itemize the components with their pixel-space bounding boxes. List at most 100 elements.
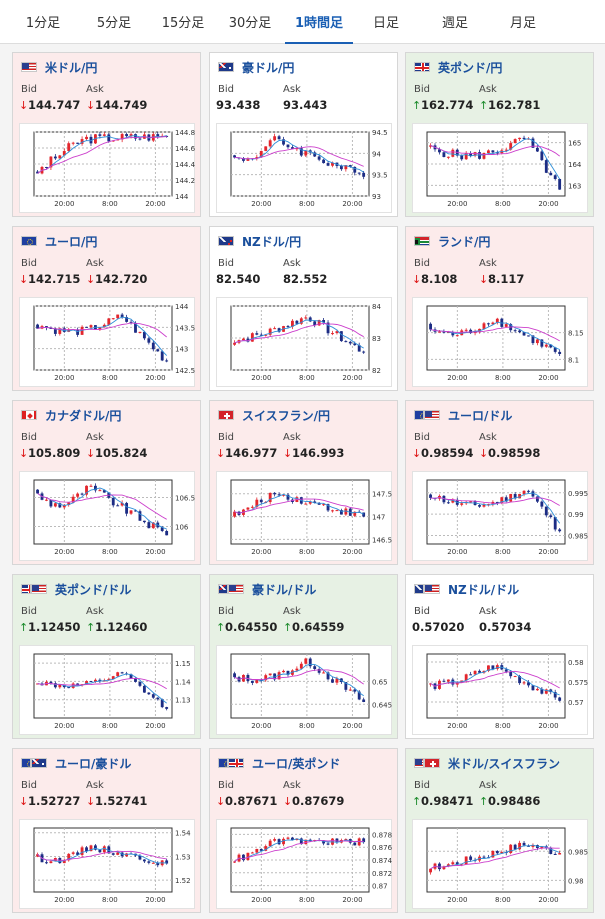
rate-card[interactable]: ユーロ/豪ドル Bid Ask ↓1.52727 ↓1.52741 1.54 1.53 1.5… <box>12 748 201 913</box>
pair-name-link[interactable]: 豪ドル/円 <box>242 60 295 75</box>
tab-1hour[interactable]: 1時間足 <box>285 0 353 44</box>
candle-bearish <box>317 668 321 673</box>
rate-card[interactable]: ユーロ/円 Bid Ask ↓142.715 ↓142.720 144 143.5 143 14… <box>12 226 201 391</box>
pair-name-link[interactable]: 英ポンド/ドル <box>55 582 132 597</box>
tab-monthly[interactable]: 月足 <box>509 16 536 31</box>
rate-card[interactable]: ユーロ/英ポンド Bid Ask ↓0.87671 ↓0.87679 0.878 0.876… <box>209 748 398 913</box>
mini-candlestick-chart[interactable]: 0.878 0.876 0.874 0.872 0.87 20:00 8:00 20:00 <box>216 819 393 909</box>
candle-bullish <box>129 134 133 137</box>
long-moving-average-line <box>430 497 560 506</box>
rate-card[interactable]: NZドル/ドル Bid Ask 0.57020 0.57034 0.58 0.575 0.57… <box>405 574 594 739</box>
rate-card[interactable]: 米ドル/円 Bid Ask ↓144.747 ↓144.749 144.8 144.6 144… <box>12 52 201 217</box>
y-tick-label: 144.2 <box>175 177 195 185</box>
bid-price: 8.108 <box>421 272 458 286</box>
rate-card[interactable]: ユーロ/ドル Bid Ask ↓0.98594 ↓0.98598 0.995 0.99 0.9… <box>405 400 594 565</box>
rate-card[interactable]: 米ドル/スイスフラン Bid Ask ↑0.98471 ↑0.98486 0.985 0.9… <box>405 748 594 913</box>
pair-name-link[interactable]: カナダドル/円 <box>45 408 122 423</box>
candle-bearish <box>53 156 57 159</box>
candle-bearish <box>49 681 53 684</box>
pair-name-link[interactable]: ユーロ/英ポンド <box>252 756 341 771</box>
ask-label: Ask <box>479 84 497 95</box>
candle-bearish <box>308 317 312 322</box>
mini-candlestick-chart[interactable]: 84 83 82 20:00 8:00 20:00 <box>216 297 392 387</box>
candle-bullish <box>504 149 508 151</box>
candle-bearish <box>142 520 146 523</box>
mini-candlestick-chart[interactable]: 165 164 163 20:00 8:00 20:00 <box>412 123 588 213</box>
mini-candlestick-chart[interactable]: 94.5 94 93.5 93 20:00 8:00 20:00 <box>216 123 392 213</box>
mini-candlestick-chart[interactable]: 0.65 0.645 20:00 8:00 20:00 <box>216 645 392 735</box>
bid-label: Bid <box>21 258 37 269</box>
pair-name-link[interactable]: ユーロ/ドル <box>448 408 513 423</box>
candle-bearish <box>460 155 464 160</box>
pair-name-link[interactable]: 英ポンド/円 <box>438 60 503 75</box>
candle-bullish <box>62 151 66 156</box>
rate-card[interactable]: 豪ドル/ドル Bid Ask ↑0.64550 ↑0.64559 0.65 0.645 20:… <box>209 574 398 739</box>
x-tick-label: 20:00 <box>251 374 271 382</box>
bid-value: ↑162.774 <box>412 98 473 112</box>
mini-candlestick-chart[interactable]: 1.54 1.53 1.52 20:00 8:00 20:00 <box>19 819 195 909</box>
pair-name-link[interactable]: ユーロ/円 <box>45 234 98 249</box>
rate-card[interactable]: スイスフラン/円 Bid Ask ↓146.977 ↓146.993 147.5 147 14… <box>209 400 398 565</box>
mini-candlestick-chart[interactable]: 0.995 0.99 0.985 20:00 8:00 20:00 <box>412 471 588 561</box>
mini-candlestick-chart[interactable]: 106.5 106 20:00 8:00 20:00 <box>19 471 195 561</box>
tab-5min[interactable]: 5分足 <box>96 16 132 31</box>
candle-bearish <box>553 692 557 698</box>
rate-card[interactable]: ランド/円 Bid Ask ↓8.108 ↓8.117 8.15 8.1 20:00 8:00 2… <box>405 226 594 391</box>
ask-label: Ask <box>86 780 104 791</box>
pair-name-link[interactable]: 米ドル/スイスフラン <box>448 756 561 771</box>
candle-bearish <box>442 331 446 333</box>
candle-bearish <box>291 837 294 840</box>
mini-candlestick-chart[interactable]: 0.985 0.98 20:00 8:00 20:00 <box>412 819 588 909</box>
ask-label: Ask <box>479 780 497 791</box>
x-tick-label: 20:00 <box>251 896 271 904</box>
rate-card[interactable]: カナダドル/円 Bid Ask ↓105.809 ↓105.824 106.5 106 20:… <box>12 400 201 565</box>
pair-name-link[interactable]: NZドル/円 <box>242 234 302 249</box>
candle-bullish <box>335 678 339 683</box>
mini-candlestick-chart[interactable]: 0.58 0.575 0.57 20:00 8:00 20:00 <box>412 645 588 735</box>
mini-candlestick-chart[interactable]: 1.15 1.14 1.13 20:00 8:00 20:00 <box>19 645 195 735</box>
candle-bearish <box>344 341 348 343</box>
ask-price: 144.749 <box>95 98 148 112</box>
x-tick-label: 8:00 <box>299 722 315 730</box>
pair-name-link[interactable]: 豪ドル/ドル <box>252 582 317 597</box>
candle-bearish <box>286 494 290 500</box>
x-tick-label: 20:00 <box>538 722 558 730</box>
au-flag-icon <box>218 62 242 72</box>
card-header: ユーロ/豪ドル <box>21 756 132 771</box>
tab-daily[interactable]: 日足 <box>372 16 399 31</box>
mini-candlestick-chart[interactable]: 144.8 144.6 144.4 144.2 144 20:00 8:00 20:00 <box>19 123 196 213</box>
tab-weekly[interactable]: 週足 <box>441 16 468 31</box>
rate-card[interactable]: 豪ドル/円 Bid Ask 93.438 93.443 94.5 94 93.5 93 20:00… <box>209 52 398 217</box>
candle-bullish <box>246 158 250 161</box>
rate-card[interactable]: NZドル/円 Bid Ask 82.540 82.552 84 83 82 20:00 8:00 2… <box>209 226 398 391</box>
tab-15min[interactable]: 15分足 <box>161 16 205 31</box>
y-tick-label: 0.878 <box>372 831 392 839</box>
pair-name-link[interactable]: ランド/円 <box>438 234 491 249</box>
rate-card[interactable]: 英ポンド/円 Bid Ask ↑162.774 ↑162.781 165 164 163 20:… <box>405 52 594 217</box>
pair-name-link[interactable]: 米ドル/円 <box>45 60 98 75</box>
candle-bearish <box>495 850 499 854</box>
pair-name-link[interactable]: ユーロ/豪ドル <box>55 756 132 771</box>
pair-name-link[interactable]: NZドル/ドル <box>448 582 520 597</box>
tab-30min[interactable]: 30分足 <box>228 16 272 31</box>
tab-1min[interactable]: 1分足 <box>25 16 61 31</box>
chart-svg: 106.5 106 20:00 8:00 20:00 <box>33 479 195 556</box>
mini-candlestick-chart[interactable]: 147.5 147 146.5 20:00 8:00 20:00 <box>216 471 392 561</box>
mini-candlestick-chart[interactable]: 8.15 8.1 20:00 8:00 20:00 <box>412 297 588 387</box>
candle-bullish <box>478 328 481 332</box>
pair-name-link[interactable]: スイスフラン/円 <box>242 408 331 423</box>
candle-bearish <box>277 136 281 140</box>
card-header: 豪ドル/円 <box>218 60 295 75</box>
x-tick-label: 20:00 <box>342 896 362 904</box>
long-moving-average-line <box>234 323 364 344</box>
y-tick-label: 0.99 <box>568 511 584 519</box>
candle-bullish <box>500 497 504 504</box>
y-tick-label: 143 <box>175 346 188 354</box>
rate-card[interactable]: 英ポンド/ドル Bid Ask ↑1.12450 ↑1.12460 1.15 1.14 1.1… <box>12 574 201 739</box>
mini-candlestick-chart[interactable]: 144 143.5 143 142.5 20:00 8:00 20:00 <box>19 297 195 387</box>
candle-bullish <box>80 139 84 144</box>
chart-svg: 144 143.5 143 142.5 20:00 8:00 20:00 <box>33 303 195 382</box>
ask-price: 93.443 <box>283 98 328 112</box>
x-tick-label: 20:00 <box>342 374 362 382</box>
candle-bullish <box>268 673 272 676</box>
